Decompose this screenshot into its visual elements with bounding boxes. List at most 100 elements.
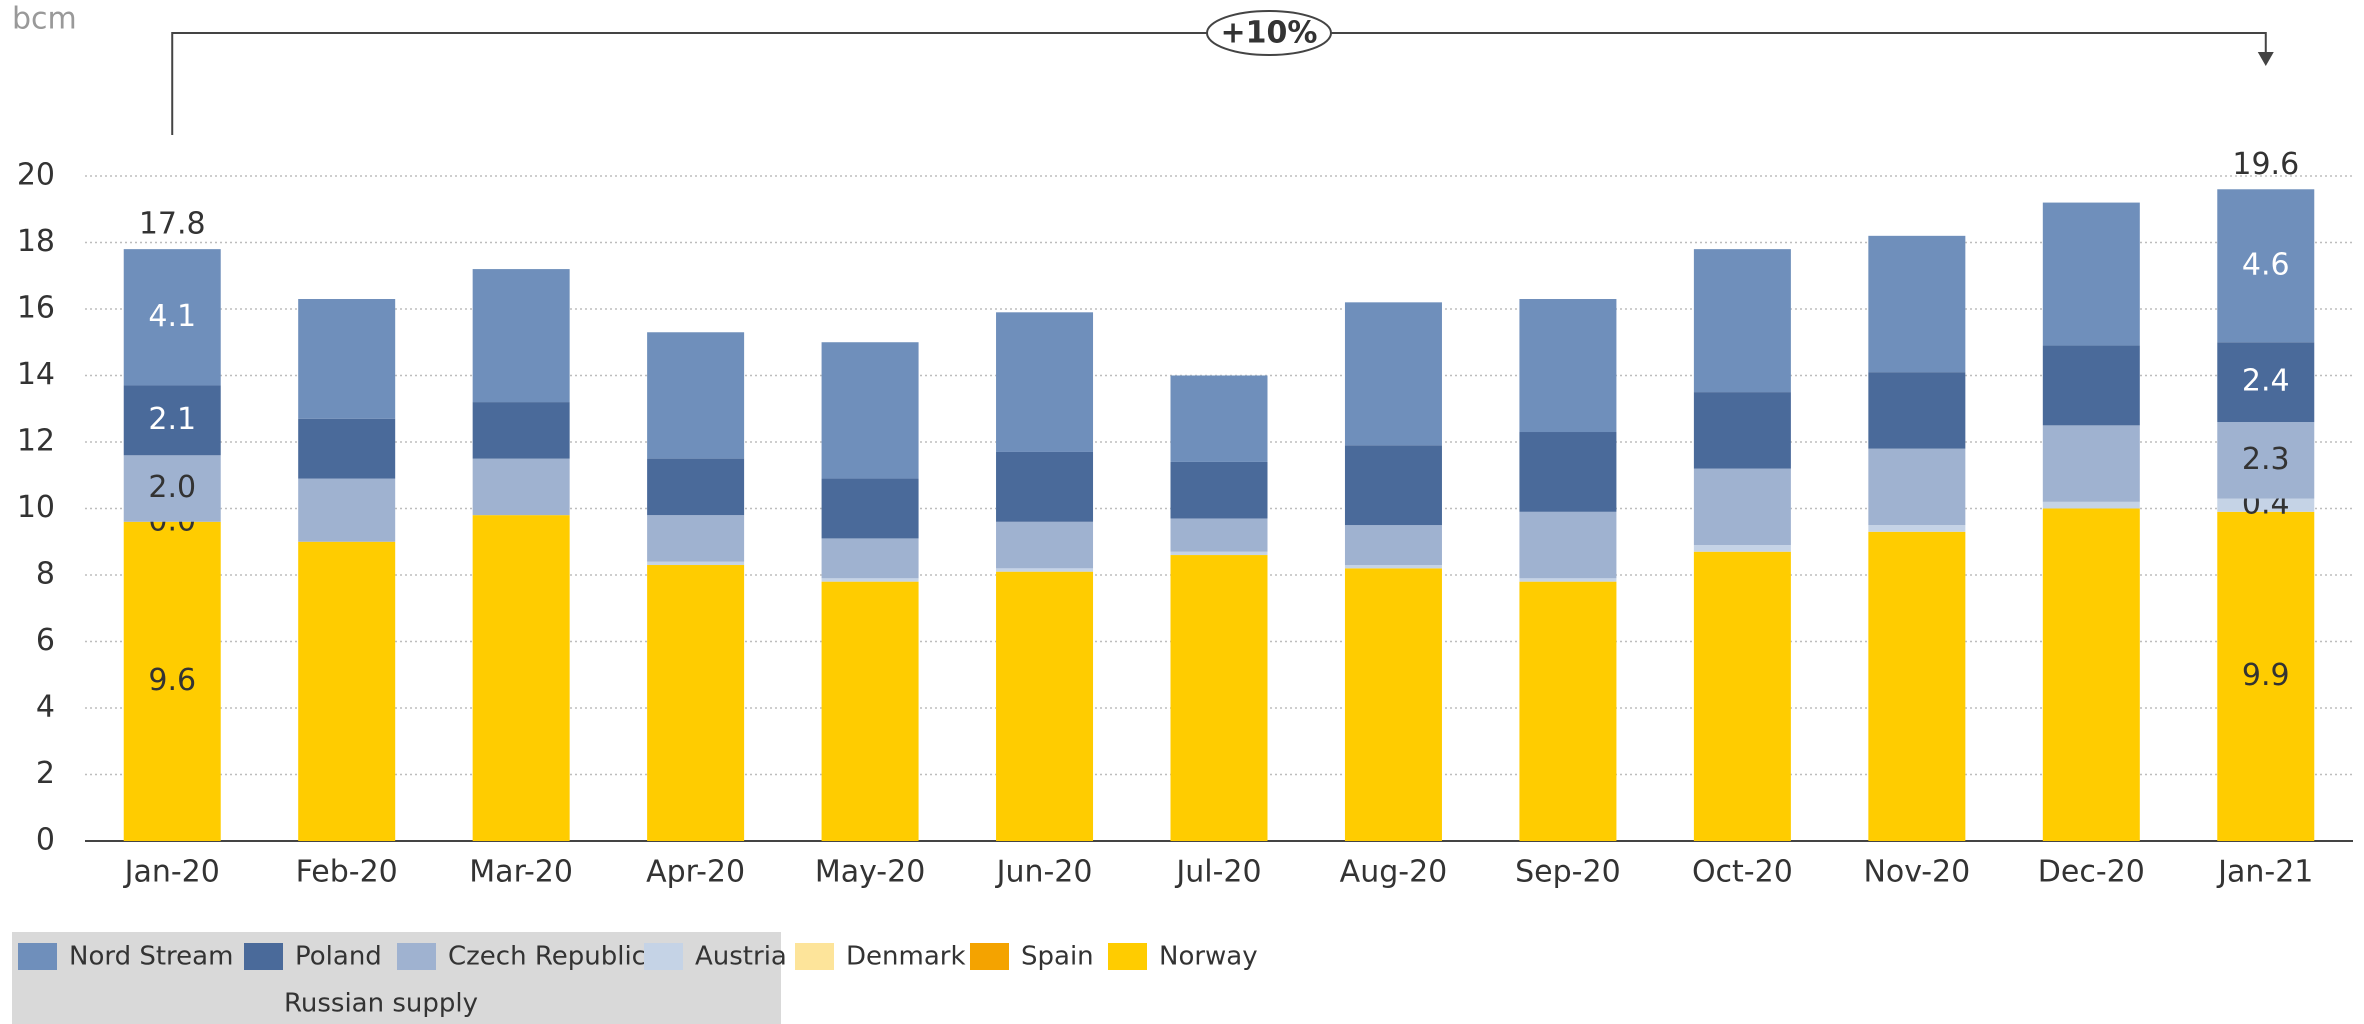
x-tick-label: Jan-21 (2216, 855, 2313, 890)
bar-segment (1693, 551, 1791, 841)
legend-swatch (970, 943, 1009, 970)
bar-segment (1519, 511, 1617, 579)
bar-segment (821, 478, 919, 539)
bar-segment (1868, 531, 1966, 841)
legend-swatch (18, 943, 57, 970)
legend: Nord Stream Poland Czech Republic Austria De… (12, 932, 1258, 1024)
bar-segment (1693, 249, 1791, 393)
bar-segment (1519, 432, 1617, 512)
bar-segment (1170, 555, 1268, 841)
data-label: 2.4 (2242, 364, 2290, 399)
x-tick-label: Dec-20 (2038, 855, 2145, 890)
bar-segment (1868, 448, 1966, 526)
x-tick-label: Nov-20 (1863, 855, 1970, 890)
legend-label: Czech Republic (448, 942, 646, 972)
legend-swatch (1108, 943, 1147, 970)
bar-segment (2042, 508, 2140, 841)
bar-segment (1170, 551, 1268, 556)
annotation-box (1206, 10, 1332, 56)
y-tick-label: 6 (36, 623, 55, 658)
bar-segment (298, 478, 396, 542)
bar-segment (1170, 375, 1268, 462)
bar-segment (2217, 342, 2315, 423)
bar-segment (996, 571, 1094, 841)
bar-segment (1519, 299, 1617, 433)
bar-segment (2042, 345, 2140, 426)
bar-segment (1693, 545, 1791, 552)
bar-segment (472, 515, 570, 841)
legend-swatch (244, 943, 283, 970)
y-tick-label: 16 (17, 290, 55, 325)
x-tick-label: Mar-20 (469, 855, 573, 890)
bar-segment (1344, 568, 1442, 841)
bar-segment (1344, 302, 1442, 446)
y-tick-label: 10 (17, 490, 55, 525)
x-tick-label: Jul-20 (1174, 855, 1261, 890)
bar-segment (2217, 189, 2315, 343)
bar-segment (2042, 425, 2140, 502)
bar-segment (1344, 565, 1442, 569)
legend-label: Nord Stream (69, 942, 233, 972)
x-tick-label: Apr-20 (646, 855, 745, 890)
total-label: 19.6 (2232, 147, 2299, 182)
data-label: 9.9 (2242, 658, 2290, 693)
bar-segment (821, 578, 919, 582)
bar-segment (123, 249, 221, 386)
legend-swatch (795, 943, 834, 970)
annotation: +10% (1221, 16, 1318, 51)
bar-segment (472, 402, 570, 459)
bar-segment (647, 515, 745, 562)
total-label: 17.8 (139, 207, 206, 242)
bar-segment (1693, 392, 1791, 469)
y-tick-label: 20 (17, 157, 55, 192)
bar-segment (647, 561, 745, 566)
bar-segment (996, 451, 1094, 522)
y-tick-label: 0 (36, 823, 55, 858)
bar-segment (1344, 525, 1442, 566)
y-tick-label: 2 (36, 756, 55, 791)
bar-segment (1170, 461, 1268, 519)
bar-segment (1519, 581, 1617, 841)
bar-segment (2042, 202, 2140, 346)
bar-segment (1693, 468, 1791, 546)
bar-segment (1519, 578, 1617, 582)
bar-segment (2217, 422, 2315, 499)
bar-segment (821, 581, 919, 841)
legend-group-label: Russian supply (284, 989, 478, 1019)
bar-segment (647, 458, 745, 516)
bar-segment (472, 458, 570, 516)
data-label: 2.0 (148, 470, 196, 505)
legend-label: Norway (1159, 942, 1258, 972)
y-tick-label: 12 (17, 423, 55, 458)
bar-segment (821, 538, 919, 579)
arrow-head (2257, 52, 2274, 66)
bar-segment (472, 269, 570, 403)
bar-segment (1170, 518, 1268, 552)
bar-segment (2217, 498, 2315, 512)
x-tick-label: Feb-20 (296, 855, 398, 890)
bar-segment (123, 455, 221, 522)
data-label: 2.1 (148, 402, 196, 437)
bar-segment (298, 418, 396, 479)
bar-segment (2217, 511, 2315, 841)
y-axis-label: bcm (12, 2, 77, 37)
legend-label: Spain (1021, 942, 1094, 972)
bar-segment (996, 568, 1094, 572)
data-label: 9.6 (148, 663, 196, 698)
data-label: 4.6 (2242, 247, 2290, 282)
x-tick-label: Sep-20 (1515, 855, 1621, 890)
bar-segment (996, 521, 1094, 569)
bar-segment (821, 342, 919, 479)
x-tick-label: May-20 (815, 855, 926, 890)
y-tick-label: 18 (17, 224, 55, 259)
y-tick-label: 4 (36, 689, 55, 724)
bar-segment (1344, 445, 1442, 526)
legend-label: Denmark (846, 942, 966, 972)
bar-segment (996, 312, 1094, 452)
bar-segment (647, 332, 745, 459)
bar-segment (647, 565, 745, 841)
x-tick-label: Oct-20 (1692, 855, 1793, 890)
bar-segment (2042, 501, 2140, 509)
legend-label: Austria (695, 942, 787, 972)
legend-label: Poland (295, 942, 382, 972)
